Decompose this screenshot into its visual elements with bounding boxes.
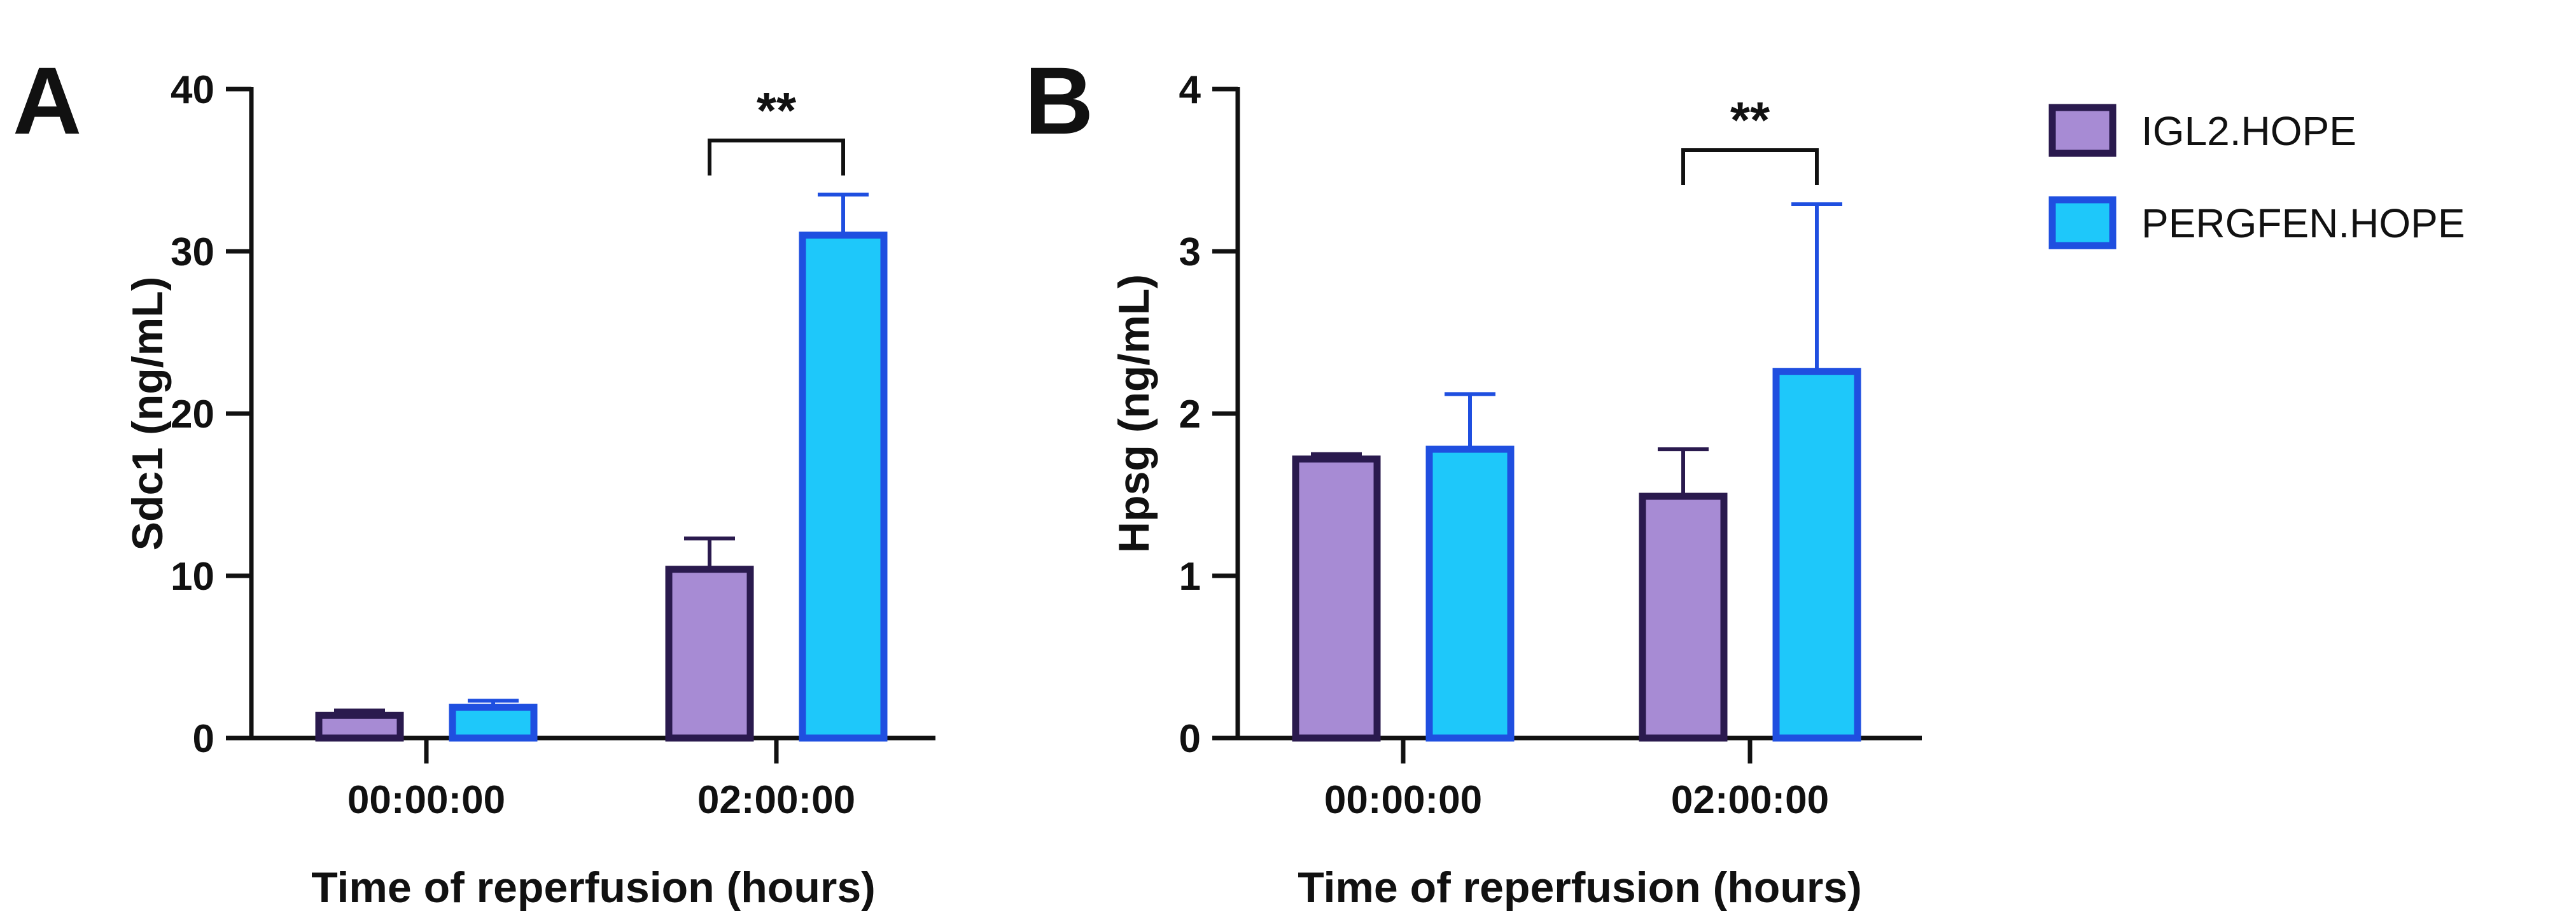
bar-pergfen-hope <box>1772 368 1861 742</box>
bar-igl2-hope <box>665 566 754 742</box>
y-tick-label: 0 <box>193 717 214 761</box>
significance-bracket <box>1681 148 1819 186</box>
legend-label-pergfen-hope: PERGFEN.HOPE <box>2141 200 2465 246</box>
y-tick-label: 2 <box>1179 393 1201 436</box>
panel-letter-a: A <box>13 47 81 154</box>
y-tick-label: 40 <box>171 68 214 112</box>
significance-label: ** <box>1730 92 1770 148</box>
panel-letter-b: B <box>1025 47 1093 154</box>
bar-igl2-hope <box>1639 492 1728 742</box>
y-axis-label: Hpsg (ng/mL) <box>1110 274 1158 553</box>
y-tick-label: 30 <box>171 230 214 274</box>
y-tick-label: 20 <box>171 393 214 436</box>
bar-pergfen-hope <box>449 704 538 742</box>
legend-label-igl2-hope: IGL2.HOPE <box>2141 108 2356 154</box>
legend-swatch-igl2-hope <box>2048 104 2117 157</box>
x-tick-label: 00:00:00 <box>1324 778 1482 822</box>
x-tick-label: 00:00:00 <box>347 778 505 822</box>
y-tick-label: 4 <box>1179 68 1201 112</box>
bar-pergfen-hope <box>799 232 888 742</box>
y-tick-label: 1 <box>1179 555 1201 599</box>
bar-pergfen-hope <box>1425 445 1515 742</box>
x-axis-label: Time of reperfusion (hours) <box>311 863 876 912</box>
chart-panel-b: B 0 1 2 3 4 Hpsg (ng/mL) 00:00:00 02:00:00 ** Time… <box>1025 47 1922 912</box>
y-tick-label: 0 <box>1179 717 1201 761</box>
y-tick-label: 10 <box>171 555 214 599</box>
legend-swatch-pergfen-hope <box>2048 196 2117 249</box>
x-tick-label: 02:00:00 <box>1671 778 1829 822</box>
legend: IGL2.HOPE PERGFEN.HOPE <box>2048 104 2465 249</box>
bar-igl2-hope <box>1292 455 1381 742</box>
chart-panel-a: A 0 10 20 30 40 Sdc1 (ng/mL) 00:00:00 02:00:00 **… <box>13 47 935 912</box>
x-tick-label: 02:00:00 <box>697 778 855 822</box>
significance-bracket <box>708 138 845 176</box>
significance-label: ** <box>757 82 797 139</box>
y-tick-label: 3 <box>1179 230 1201 274</box>
x-axis-label: Time of reperfusion (hours) <box>1298 863 1862 912</box>
y-axis-label: Sdc1 (ng/mL) <box>123 277 172 551</box>
bar-igl2-hope <box>315 711 404 742</box>
